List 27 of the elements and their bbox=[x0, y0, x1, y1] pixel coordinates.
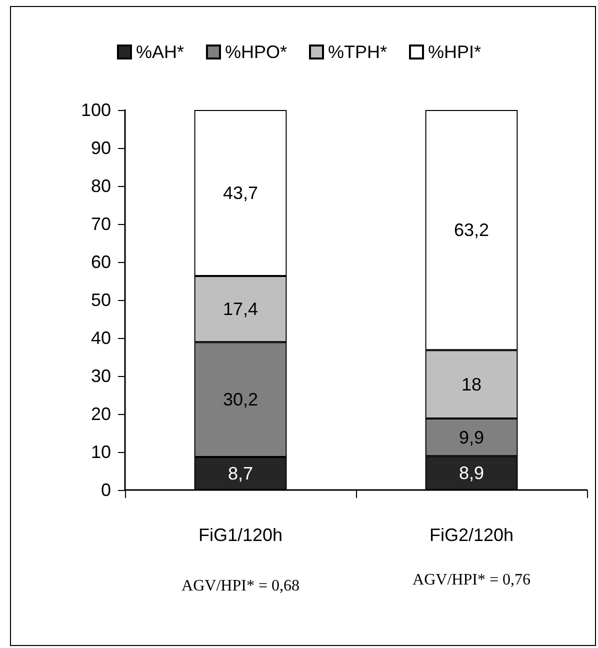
text: AGV/HPI* = 0,76 bbox=[412, 572, 530, 588]
y-tick-label: 20 bbox=[90, 404, 111, 424]
legend-label: %HPI* bbox=[428, 42, 482, 62]
y-tick-label: 90 bbox=[90, 138, 111, 158]
data-label: 9,9 bbox=[458, 427, 484, 448]
data-label: 18 bbox=[461, 374, 482, 394]
legend-label: %AH* bbox=[136, 42, 184, 62]
x-tick-label: FiG2/120h bbox=[429, 525, 514, 545]
y-tick-label: 70 bbox=[90, 214, 111, 234]
y-tick-label: 60 bbox=[90, 252, 111, 272]
y-tick-label: 50 bbox=[90, 290, 111, 310]
data-label: 43,7 bbox=[222, 183, 258, 204]
text: AGV/HPI* = 0,68 bbox=[182, 578, 300, 594]
legend-label: %HPO* bbox=[224, 42, 287, 62]
y-tick-label: 40 bbox=[90, 328, 111, 348]
x-tick-label: FiG1/120h bbox=[198, 525, 283, 545]
data-label: 8,7 bbox=[228, 463, 254, 484]
y-tick-label: 10 bbox=[90, 442, 111, 462]
data-label: 63,2 bbox=[454, 220, 490, 240]
y-tick-label: 30 bbox=[90, 366, 111, 386]
data-label: 17,4 bbox=[222, 299, 258, 320]
data-label: 30,2 bbox=[222, 390, 258, 410]
data-label: 8,9 bbox=[458, 463, 484, 484]
legend-label: %TPH* bbox=[328, 42, 388, 62]
y-tick-label: 80 bbox=[90, 176, 111, 196]
y-tick-label: 100 bbox=[80, 100, 111, 120]
y-tick-label: 0 bbox=[100, 480, 111, 500]
